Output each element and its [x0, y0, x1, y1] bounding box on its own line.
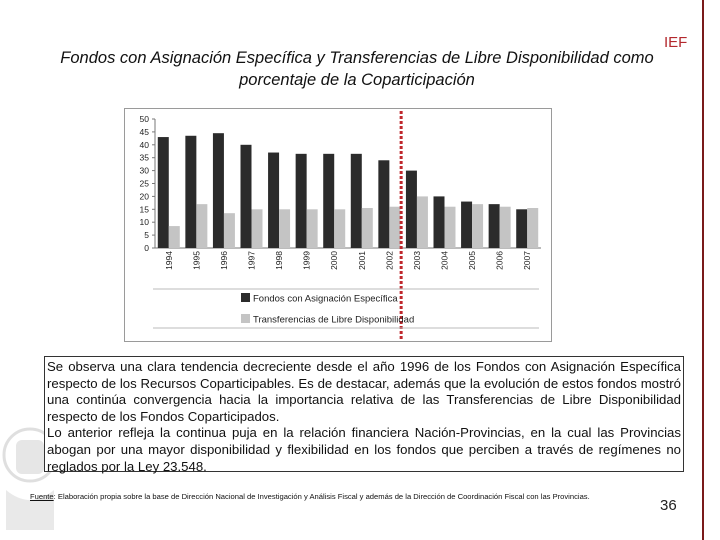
y-tick-label: 35	[140, 153, 150, 163]
bar-transferencias-1997	[251, 209, 263, 248]
bar-transferencias-2004	[444, 206, 456, 248]
y-tick-label: 45	[140, 127, 150, 137]
commentary-paragraph-1: Se observa una clara tendencia decrecien…	[47, 359, 681, 424]
bar-transferencias-1999	[306, 209, 318, 248]
bar-fondos-1999	[295, 153, 307, 248]
legend-swatch	[241, 293, 250, 302]
bar-fondos-2000	[323, 153, 335, 248]
bar-fondos-1998	[268, 152, 280, 248]
source-note: Fuente: Elaboración propia sobre la base…	[30, 492, 700, 501]
x-tick-label: 1994	[164, 251, 174, 270]
source-label: Fuente	[30, 492, 54, 501]
legend-label: Transferencias de Libre Disponibilidad	[253, 315, 414, 326]
source-text: : Elaboración propia sobre la base de Di…	[53, 492, 590, 501]
x-tick-label: 1995	[191, 251, 201, 270]
y-tick-label: 25	[140, 179, 150, 189]
bar-transferencias-2003	[416, 196, 428, 248]
bar-transferencias-1996	[223, 213, 235, 248]
y-tick-label: 40	[140, 140, 150, 150]
page-number: 36	[660, 497, 677, 514]
x-tick-label: 1996	[219, 251, 229, 270]
brand-label: IEF	[664, 34, 688, 51]
x-tick-label: 2006	[495, 251, 505, 270]
x-tick-label: 2005	[467, 251, 477, 270]
y-tick-label: 20	[140, 191, 150, 201]
x-tick-label: 2004	[440, 251, 450, 270]
bar-fondos-2003	[405, 170, 417, 248]
right-border-rule	[702, 0, 704, 540]
y-tick-label: 5	[144, 230, 149, 240]
bar-transferencias-2002	[389, 206, 401, 248]
x-tick-label: 2003	[412, 251, 422, 270]
bar-transferencias-2001	[361, 208, 373, 248]
bar-fondos-2007	[516, 209, 528, 248]
bar-fondos-1995	[185, 135, 197, 248]
y-tick-label: 15	[140, 204, 150, 214]
bar-fondos-2004	[433, 196, 445, 248]
bar-transferencias-2000	[334, 209, 346, 248]
bar-fondos-1996	[212, 133, 224, 248]
legend-label: Fondos con Asignación Específica	[253, 294, 398, 305]
bar-transferencias-2006	[499, 206, 511, 248]
y-tick-label: 0	[144, 243, 149, 253]
chart-frame: 0 5 10 15 20 25 30 35 40 45 50 1994 1995 1996 1997 1998…	[124, 108, 552, 342]
bar-transferencias-1998	[279, 209, 291, 248]
bar-fondos-2001	[350, 153, 362, 248]
bar-chart: 0 5 10 15 20 25 30 35 40 45 50 1994 1995 1996 1997 1998…	[140, 111, 541, 339]
x-tick-label: 2000	[329, 251, 339, 270]
x-tick-label: 2001	[357, 251, 367, 270]
y-tick-label: 50	[140, 114, 150, 124]
x-tick-label: 1997	[247, 251, 257, 270]
bar-fondos-2005	[461, 201, 473, 248]
bar-fondos-1994	[157, 137, 169, 248]
x-tick-label: 2002	[384, 251, 394, 270]
commentary-box: Se observa una clara tendencia decrecien…	[44, 356, 684, 474]
legend-swatch	[241, 314, 250, 323]
commentary-paragraph-2: Lo anterior refleja la continua puja en …	[47, 425, 681, 474]
bar-fondos-2006	[488, 204, 500, 248]
bar-fondos-1997	[240, 144, 252, 248]
y-tick-label: 30	[140, 166, 150, 176]
y-tick-label: 10	[140, 217, 150, 227]
slide-title: Fondos con Asignación Específica y Trans…	[60, 49, 654, 89]
x-tick-label: 2007	[522, 251, 532, 270]
bar-transferencias-2007	[527, 208, 539, 248]
bar-fondos-2002	[378, 160, 390, 248]
x-tick-label: 1999	[302, 251, 312, 270]
bar-transferencias-1995	[196, 204, 208, 248]
bar-transferencias-2005	[472, 204, 484, 248]
x-tick-label: 1998	[274, 251, 284, 270]
bar-transferencias-1994	[168, 226, 180, 248]
